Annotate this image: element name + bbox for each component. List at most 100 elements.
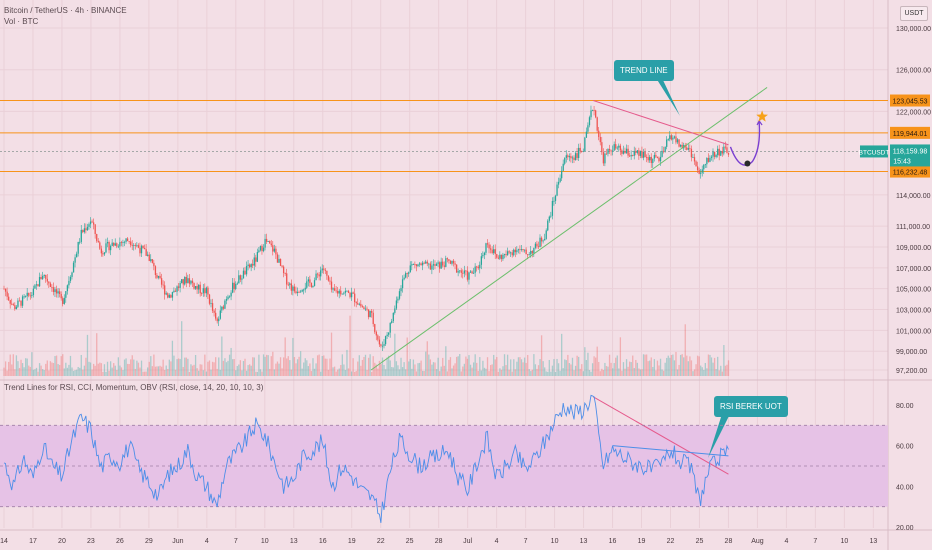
candle-body: [397, 298, 399, 301]
candle-body: [554, 195, 557, 201]
volume-bar: [418, 362, 421, 376]
candle-body: [457, 271, 459, 273]
candle-body: [355, 302, 357, 304]
volume-bar: [18, 367, 21, 376]
candle-body: [247, 264, 249, 267]
volume-bar: [375, 364, 377, 376]
projection-marks[interactable]: [729, 110, 768, 167]
projection-curve[interactable]: [729, 121, 761, 166]
candle-body: [664, 146, 666, 152]
candle-body: [181, 279, 183, 283]
volume-bar: [279, 357, 282, 376]
volume-bar: [426, 341, 428, 376]
candle-body: [483, 252, 486, 256]
candle-body: [564, 157, 566, 164]
volume-bar: [622, 362, 625, 376]
volume-bar: [164, 369, 166, 376]
candle-body: [113, 242, 115, 246]
volume-bar: [561, 333, 563, 376]
volume-bar: [49, 361, 52, 376]
volume-bar: [12, 354, 14, 376]
volume-bar: [568, 363, 571, 376]
candle-body: [689, 148, 691, 149]
volume-bar: [278, 363, 280, 376]
volume-bar: [38, 363, 41, 376]
trend-line-descending[interactable]: [593, 100, 729, 146]
trend-lines[interactable]: [370, 78, 768, 475]
candle-body: [377, 335, 379, 340]
candle-body: [482, 255, 484, 257]
candle-body: [352, 292, 354, 294]
volume-bar: [238, 364, 240, 376]
candle-body: [239, 275, 242, 280]
volume-bar: [136, 360, 138, 376]
volume-bar: [75, 369, 78, 376]
volume-bar: [395, 361, 398, 376]
volume-bar: [145, 371, 147, 376]
volume-bar: [79, 367, 81, 376]
candle-body: [151, 259, 153, 263]
volume-bar: [718, 370, 720, 376]
candle-body: [522, 249, 524, 251]
candle-body: [472, 272, 475, 274]
volume-bar: [100, 363, 103, 376]
candle-body: [591, 110, 594, 111]
volume-bar: [301, 368, 303, 376]
volume-bar: [219, 369, 221, 376]
trend-callout-pointer: [656, 78, 680, 116]
candle-body: [45, 274, 47, 279]
candle-body: [437, 262, 439, 264]
volume-bar: [113, 363, 115, 376]
candle-body: [205, 287, 208, 294]
volume-bar: [134, 368, 136, 376]
trend-line-rsi-flat[interactable]: [612, 445, 729, 457]
candle-body: [289, 283, 291, 285]
volume-bar: [712, 362, 714, 376]
volume-bar: [621, 370, 623, 376]
volume-bar: [25, 358, 27, 376]
candle-body: [153, 262, 155, 267]
volume-bar: [618, 368, 620, 376]
volume-bar: [593, 356, 595, 376]
volume-bar: [527, 354, 529, 376]
candle-body: [508, 251, 510, 253]
volume-bar: [696, 355, 699, 376]
trend-line-ascending[interactable]: [370, 87, 768, 371]
candle-body: [650, 156, 652, 164]
candle-body: [360, 303, 362, 307]
candle-body: [571, 157, 574, 159]
volume-bar: [582, 371, 584, 376]
candle-body: [622, 150, 625, 154]
volume-bar: [601, 368, 603, 376]
price-tick-label: 107,000.00: [896, 266, 931, 273]
volume-bar: [31, 352, 33, 376]
volume-bar: [537, 365, 540, 376]
volume-bar: [482, 360, 484, 376]
volume-bar: [514, 369, 516, 376]
volume-bar: [636, 362, 639, 376]
volume-bar: [554, 371, 557, 376]
candle-body: [23, 296, 25, 298]
volume-bar: [327, 369, 330, 376]
candle-body: [635, 151, 637, 153]
volume-bar: [4, 361, 7, 376]
candle-body: [525, 249, 527, 255]
volume-bar: [459, 354, 461, 376]
volume-bar: [494, 359, 496, 376]
candle-body: [318, 274, 320, 277]
trend-line-rsi-descending[interactable]: [592, 396, 729, 475]
candle-body: [462, 272, 464, 274]
candle-body: [140, 245, 143, 254]
unit-label[interactable]: USDT: [900, 6, 928, 21]
volume-bar: [261, 371, 263, 376]
candle-body: [218, 318, 220, 322]
pin-icon: [744, 160, 751, 167]
volume-bar: [557, 363, 560, 376]
volume-bar: [262, 354, 265, 376]
volume-bar: [411, 368, 413, 376]
volume-bar: [77, 366, 79, 376]
candle-body: [79, 241, 81, 243]
candle-body: [213, 310, 215, 313]
candle-body: [405, 273, 407, 278]
